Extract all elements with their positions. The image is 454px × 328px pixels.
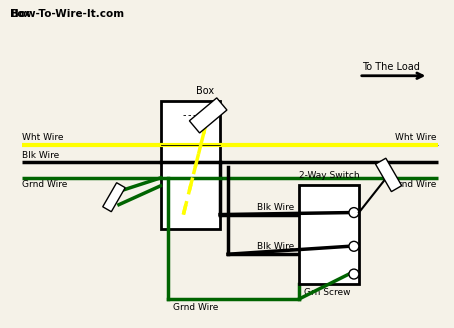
Text: Grnd Wire: Grnd Wire	[22, 180, 67, 189]
Text: Blk Wire: Blk Wire	[257, 242, 295, 251]
Text: To The Load: To The Load	[362, 62, 420, 72]
Circle shape	[349, 241, 359, 251]
Circle shape	[349, 208, 359, 217]
Text: Grnd Wire: Grnd Wire	[391, 180, 436, 189]
Text: Wht Wire: Wht Wire	[395, 133, 436, 142]
Bar	[299, 185, 359, 284]
Text: 2-Way Switch: 2-Way Switch	[299, 171, 360, 180]
Text: Blk Wire: Blk Wire	[22, 151, 59, 160]
Text: Grnd Wire: Grnd Wire	[173, 303, 219, 312]
Text: How-To-Wire-It.com: How-To-Wire-It.com	[10, 9, 124, 19]
Text: Wht Wire: Wht Wire	[22, 133, 63, 142]
Polygon shape	[103, 183, 125, 212]
Text: Box: Box	[10, 9, 30, 19]
Text: Box: Box	[196, 86, 214, 95]
Polygon shape	[189, 98, 227, 133]
Text: Blk Wire: Blk Wire	[257, 203, 295, 212]
Bar	[161, 101, 220, 230]
Circle shape	[349, 269, 359, 279]
Text: Grn Screw: Grn Screw	[304, 288, 351, 297]
Polygon shape	[375, 158, 402, 192]
